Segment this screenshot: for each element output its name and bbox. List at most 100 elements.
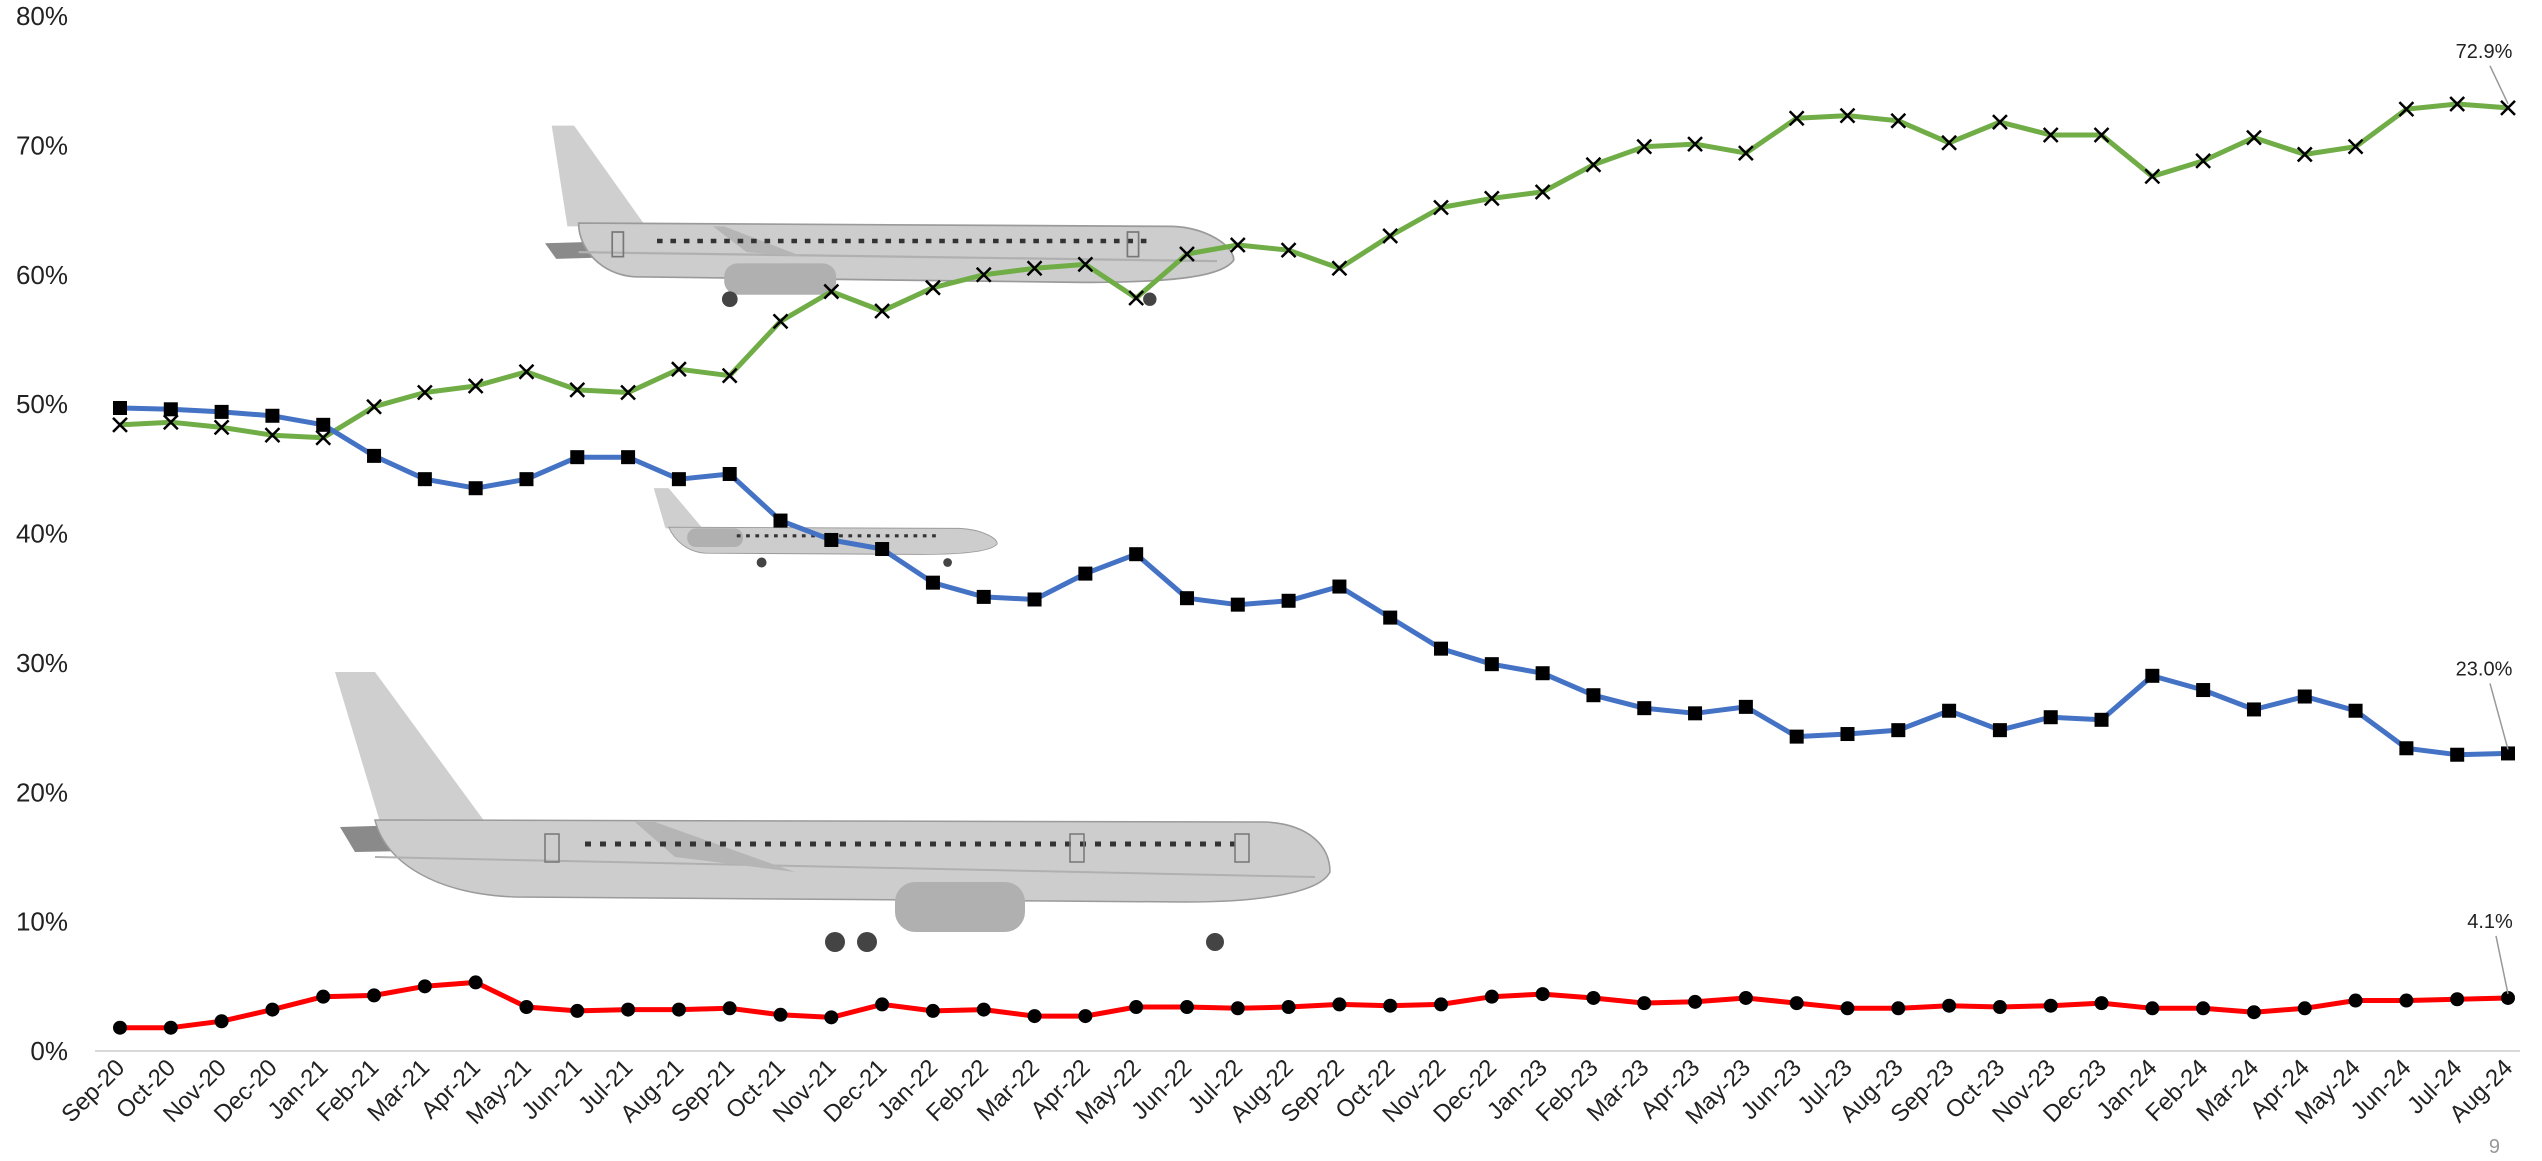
data-point [824, 1010, 839, 1025]
data-point [1891, 1001, 1906, 1016]
data-point [2399, 993, 2414, 1008]
data-point [1077, 256, 1094, 273]
data-point [1483, 190, 1500, 207]
data-point [1078, 566, 1093, 581]
data-point [2296, 146, 2313, 163]
data-point [1230, 597, 1245, 612]
data-point [214, 1014, 229, 1029]
data-point [1331, 260, 1348, 277]
data-point [1738, 699, 1753, 714]
data-point [1129, 1000, 1144, 1015]
data-point [2043, 998, 2058, 1013]
data-point [1586, 990, 1601, 1005]
data-point [1281, 593, 1296, 608]
data-point [1788, 110, 1805, 127]
data-point [1382, 228, 1399, 244]
data-point [316, 417, 331, 432]
data-point [2145, 668, 2160, 683]
data-point [1179, 1000, 1194, 1015]
data-point [417, 472, 432, 487]
data-point [2042, 127, 2059, 143]
data-point [1890, 112, 1907, 129]
data-point [1027, 1009, 1042, 1024]
data-point [925, 279, 941, 296]
data-point [1891, 723, 1906, 738]
data-point [163, 1020, 178, 1035]
data-point [265, 1002, 280, 1017]
data-point [1332, 997, 1347, 1012]
data-point [875, 542, 890, 557]
data-point [621, 450, 636, 465]
data-point [367, 988, 382, 1003]
data-point [2297, 689, 2312, 704]
data-point [620, 384, 636, 401]
data-point [1383, 610, 1398, 625]
data-point [976, 1002, 991, 1017]
data-point [722, 1001, 737, 1016]
data-point [519, 472, 534, 487]
end-labels: 72.9% 23.0% 4.1% [2456, 41, 2513, 995]
data-point [671, 361, 687, 378]
label-leader-line [2495, 935, 2509, 995]
data-point [417, 979, 432, 994]
data-point [1839, 107, 1856, 124]
data-point [1637, 701, 1652, 716]
data-point [518, 363, 535, 380]
page-number: 9 [2488, 1136, 2500, 1158]
data-point [1078, 1009, 1093, 1024]
data-point [2348, 993, 2363, 1008]
data-point [214, 404, 229, 419]
y-tick-label: 30% [16, 648, 68, 678]
label-leader-line [2489, 65, 2509, 105]
data-point [1687, 136, 1703, 152]
data-point [1434, 641, 1449, 656]
series-line [120, 979, 2509, 1031]
data-point [874, 303, 891, 319]
narrowbody-jet-illustration [545, 125, 1235, 308]
data-point [1942, 998, 1957, 1013]
data-point [925, 1003, 940, 1018]
data-point [2348, 703, 2363, 718]
data-point [1484, 989, 1499, 1004]
data-point [468, 481, 483, 496]
series-end-label: 4.1% [2467, 911, 2513, 933]
data-point [1789, 996, 1804, 1011]
data-point [925, 575, 940, 590]
data-point [1840, 727, 1855, 742]
data-point [570, 1003, 585, 1018]
data-point [671, 472, 686, 487]
data-point [113, 401, 127, 416]
data-point [1688, 994, 1703, 1009]
data-point [1179, 591, 1194, 606]
data-point [2093, 127, 2110, 143]
data-point [773, 1007, 788, 1022]
data-point [1737, 145, 1754, 162]
data-point [2399, 741, 2414, 756]
data-point [265, 408, 280, 423]
data-point [875, 997, 890, 1012]
data-point [1179, 246, 1195, 262]
data-point [1840, 1001, 1855, 1016]
y-tick-label: 50% [16, 389, 68, 419]
series-end-label: 23.0% [2456, 658, 2513, 680]
data-point [1992, 1000, 2007, 1015]
data-point [468, 975, 483, 990]
widebody-jet-illustration [335, 672, 1331, 952]
data-point [823, 283, 840, 300]
data-point [416, 384, 433, 401]
data-point [569, 382, 586, 398]
data-point [2347, 138, 2364, 155]
data-point [2501, 990, 2515, 1005]
data-point [671, 1002, 686, 1017]
data-point [1636, 138, 1653, 155]
data-point [1738, 990, 1753, 1005]
data-point [519, 1000, 534, 1015]
data-point [2450, 992, 2465, 1007]
y-tick-label: 60% [16, 260, 68, 290]
series-narrowbody-jet [112, 96, 2516, 446]
data-point [1128, 290, 1145, 306]
data-point [722, 466, 737, 481]
data-point [2145, 1001, 2160, 1016]
data-point [2094, 712, 2109, 727]
data-point [316, 989, 331, 1004]
